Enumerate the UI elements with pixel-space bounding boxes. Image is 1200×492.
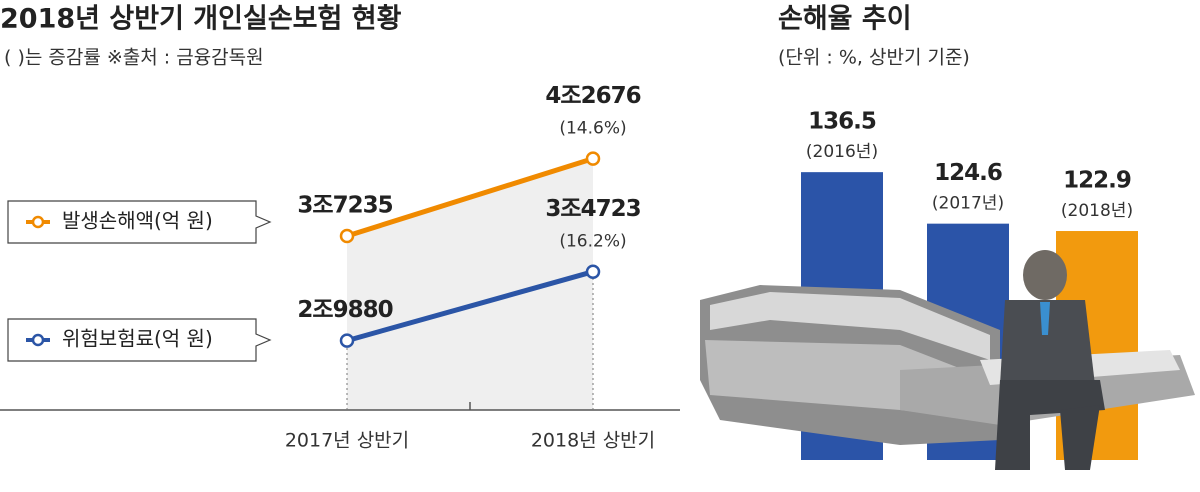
value-label: 124.6 — [934, 160, 1002, 186]
category-label: (2016년) — [806, 142, 878, 162]
man-legs — [995, 380, 1105, 470]
change-label: (14.6%) — [559, 119, 626, 139]
value-label: 4조2676 — [545, 83, 640, 109]
chart-title: 손해율 추이 — [778, 4, 912, 35]
value-label: 3조4723 — [545, 196, 640, 222]
legend-box — [7, 318, 272, 362]
category-label: (2017년) — [932, 194, 1004, 214]
data-point — [585, 264, 601, 279]
series-line — [346, 156, 594, 239]
man-tie — [1040, 302, 1050, 335]
value-label: 2조9880 — [297, 297, 392, 323]
value-label: 122.9 — [1063, 168, 1131, 194]
change-label: (16.2%) — [559, 232, 626, 252]
man-head — [1023, 250, 1067, 300]
value-label: 3조7235 — [297, 192, 392, 218]
legend-box — [7, 200, 272, 244]
category-label: (2018년) — [1061, 201, 1133, 221]
value-label: 136.5 — [808, 109, 876, 135]
chart-subtitle: ( )는 증감률 ※출처 : 금융감독원 — [4, 47, 264, 69]
legend-label: 발생손해액(억 원) — [62, 209, 213, 233]
legend-marker — [31, 215, 45, 229]
chart-subtitle: (단위 : %, 상반기 기준) — [778, 47, 970, 69]
man-body — [1000, 300, 1095, 385]
chart-title: 2018년 상반기 개인실손보험 현황 — [0, 4, 402, 35]
series-line — [346, 269, 594, 344]
legend-marker — [31, 333, 45, 347]
newspaper-top — [710, 292, 990, 360]
illustration — [700, 250, 1195, 470]
data-point — [339, 333, 355, 348]
man-leg — [1060, 405, 1100, 470]
x-tick-label: 2017년 상반기 — [285, 430, 409, 452]
legend-label: 위험보험료(억 원) — [62, 327, 213, 351]
x-tick-label: 2018년 상반기 — [531, 430, 655, 452]
data-point — [339, 228, 355, 244]
data-point — [585, 151, 601, 166]
shaded-area — [347, 158, 593, 410]
